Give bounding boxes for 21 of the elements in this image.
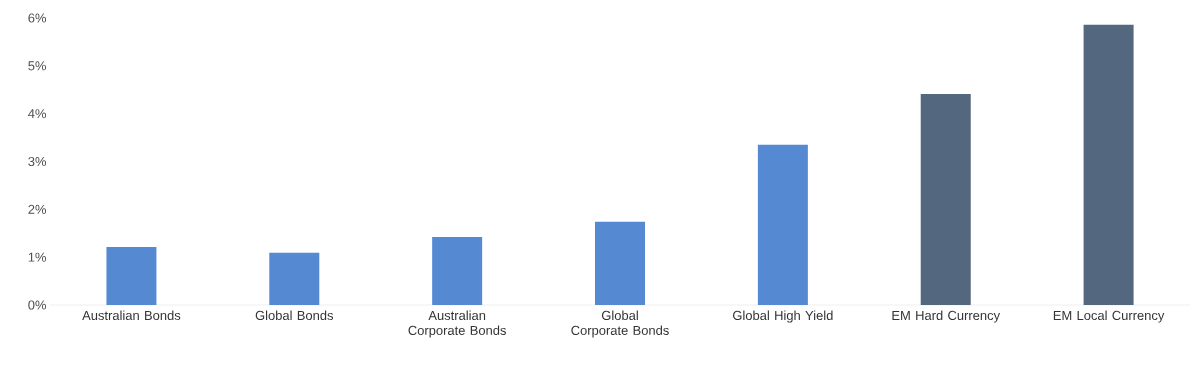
y-tick-label: 0%	[28, 300, 47, 310]
y-tick-label: 4%	[28, 109, 47, 119]
bar	[757, 144, 808, 305]
y-tick-label: 6%	[28, 13, 47, 23]
y-tick-label: 5%	[28, 61, 47, 71]
bar	[1083, 24, 1134, 305]
bar	[106, 247, 157, 305]
x-tick-label: Australian Bonds	[82, 310, 181, 321]
bar	[432, 237, 483, 305]
x-tick-label: Global High Yield	[733, 310, 833, 323]
x-tick-label: EM Local Currency	[1053, 310, 1165, 323]
y-tick-label: 2%	[28, 204, 47, 214]
y-tick-label: 1%	[28, 252, 47, 262]
bar	[595, 221, 646, 305]
x-tick-label: Global Bonds	[255, 310, 334, 321]
y-tick-label: 3%	[28, 156, 47, 167]
bar	[920, 94, 971, 305]
x-tick-label: Australian Corporate Bonds	[408, 310, 506, 338]
x-tick-label: EM Hard Currency	[892, 310, 1001, 323]
bar	[269, 252, 320, 305]
x-tick-label: Global Corporate Bonds	[571, 310, 669, 338]
